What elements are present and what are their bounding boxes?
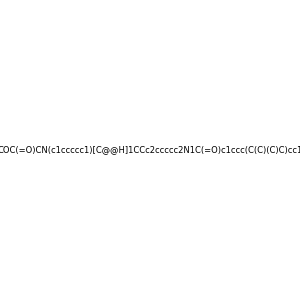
Text: COC(=O)CN(c1ccccc1)[C@@H]1CCc2ccccc2N1C(=O)c1ccc(C(C)(C)C)cc1: COC(=O)CN(c1ccccc1)[C@@H]1CCc2ccccc2N1C(…: [0, 146, 300, 154]
